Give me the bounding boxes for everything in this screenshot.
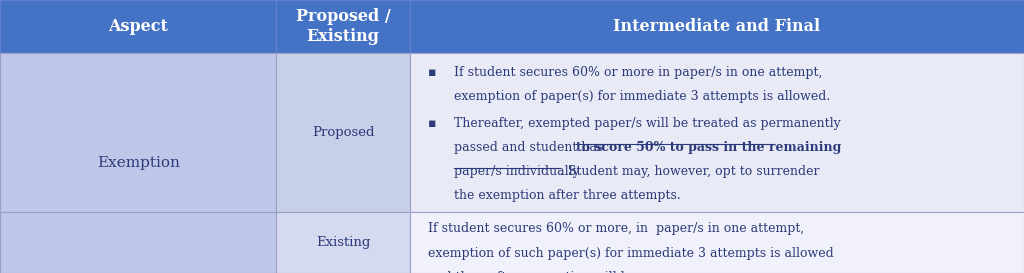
Text: and thereafter exemption will lapse.: and thereafter exemption will lapse. (428, 271, 658, 273)
Text: to score 50% to pass in the remaining: to score 50% to pass in the remaining (577, 141, 842, 154)
Text: passed and student has: passed and student has (454, 141, 607, 154)
Bar (410, 212, 1024, 273)
Text: Existing: Existing (315, 236, 371, 249)
Bar (410, 53, 1024, 212)
Text: Proposed: Proposed (311, 126, 375, 139)
Bar (0, 0, 276, 53)
Bar (0, 212, 276, 273)
Text: exemption of paper(s) for immediate 3 attempts is allowed.: exemption of paper(s) for immediate 3 at… (454, 90, 829, 103)
Text: Thereafter, exempted paper/s will be treated as permanently: Thereafter, exempted paper/s will be tre… (454, 117, 841, 130)
Text: If student secures 60% or more, in  paper/s in one attempt,: If student secures 60% or more, in paper… (428, 222, 804, 236)
Bar (276, 212, 410, 273)
Bar (276, 0, 410, 53)
Text: ▪: ▪ (428, 66, 440, 79)
Text: Intermediate and Final: Intermediate and Final (613, 18, 820, 35)
Bar (410, 0, 1024, 53)
Text: the exemption after three attempts.: the exemption after three attempts. (454, 189, 680, 202)
Text: Aspect: Aspect (109, 18, 168, 35)
Text: Exemption: Exemption (97, 156, 179, 170)
Bar (276, 53, 410, 212)
Text: If student secures 60% or more in paper/s in one attempt,: If student secures 60% or more in paper/… (454, 66, 822, 79)
Text: paper/s individually: paper/s individually (454, 165, 580, 178)
Text: ▪: ▪ (428, 117, 440, 130)
Bar (0, 53, 276, 212)
Text: exemption of such paper(s) for immediate 3 attempts is allowed: exemption of such paper(s) for immediate… (428, 247, 834, 260)
Text: Proposed /
Existing: Proposed / Existing (296, 8, 390, 45)
Text: . Student may, however, opt to surrender: . Student may, however, opt to surrender (560, 165, 819, 178)
